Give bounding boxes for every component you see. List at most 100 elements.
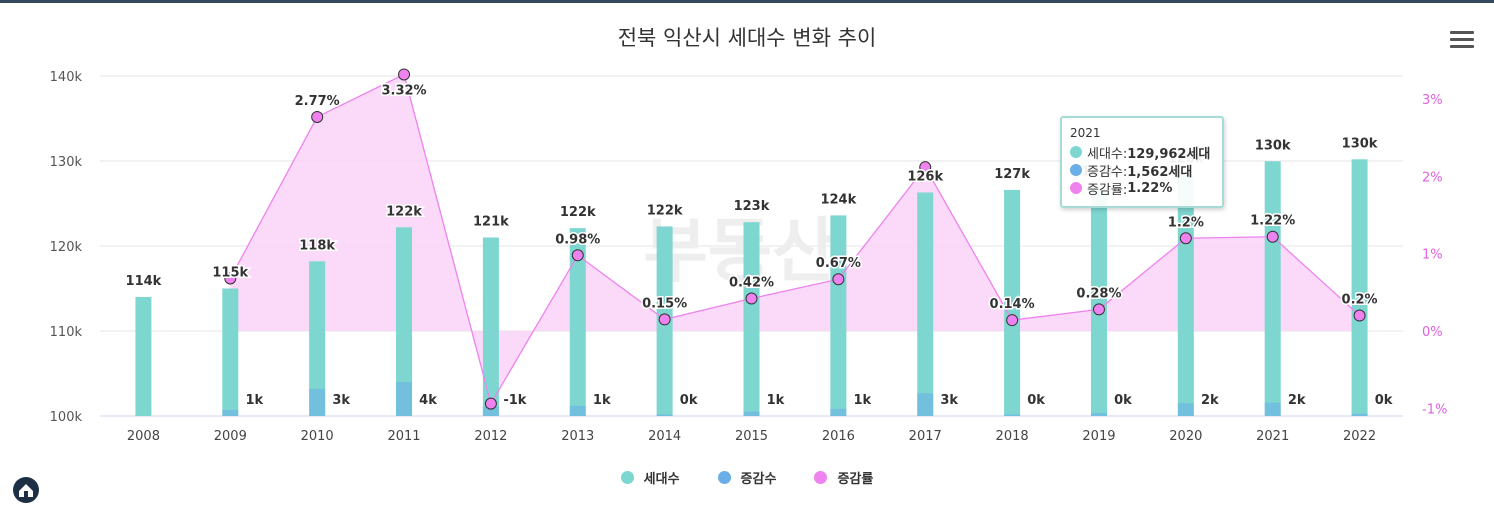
- rate-point: [484, 397, 497, 410]
- rate-data-label: 0.15%: [642, 296, 687, 311]
- y-left-tick-label: 140k: [50, 70, 83, 85]
- change-data-label: 4k: [419, 393, 437, 408]
- change-bar: [309, 388, 326, 416]
- change-data-label: 2k: [1288, 393, 1306, 408]
- change-bar: [830, 408, 847, 416]
- change-bar: [1264, 402, 1281, 416]
- rate-point: [571, 249, 584, 262]
- households-bar: [309, 261, 326, 416]
- hamburger-menu-icon[interactable]: [1450, 31, 1474, 51]
- x-tick-label: 2010: [301, 429, 334, 444]
- rate-point: [1092, 303, 1105, 316]
- x-tick-label: 2015: [735, 429, 768, 444]
- households-bar: [396, 227, 413, 416]
- rate-data-label: 0.28%: [1076, 286, 1121, 301]
- legend-dot-icon: [620, 471, 634, 484]
- change-bar: [743, 411, 760, 416]
- tooltip-row-rate: 증감률: 1.22%: [1070, 179, 1214, 198]
- change-bar: [396, 382, 413, 416]
- households-bar: [917, 192, 934, 416]
- tooltip-value: 129,962세대: [1127, 146, 1211, 162]
- tooltip: 2021 세대수: 129,962세대 증감수: 1,562세대 증감률: 1.…: [1060, 116, 1224, 208]
- change-bar: [1090, 413, 1107, 416]
- tooltip-label: 증감률:: [1087, 182, 1128, 198]
- change-bar: [482, 406, 499, 416]
- rate-data-label: 2.77%: [295, 94, 340, 109]
- rate-point: [919, 161, 932, 174]
- households-data-label: 130k: [1342, 136, 1378, 151]
- households-bar: [1177, 174, 1194, 416]
- data-labels: 114k 115k 118k 122k 121k 122k 122k 123k 124k 126k…: [124, 82, 1394, 410]
- tooltip-label: 증감수:: [1087, 164, 1128, 180]
- households-bar: [743, 222, 760, 416]
- x-tick-label: 2009: [214, 429, 247, 444]
- legend-item-change[interactable]: 증감수: [717, 468, 776, 487]
- y-left-tick-label: 130k: [50, 155, 83, 170]
- rate-data-label: 0.67%: [816, 256, 861, 271]
- tooltip-value: 1.22%: [1127, 180, 1173, 196]
- rate-point: [1266, 230, 1279, 243]
- x-tick-label: 2016: [822, 429, 855, 444]
- change-bar: [1177, 403, 1194, 416]
- rate-data-label: 0.2%: [1342, 293, 1378, 308]
- y-right-tick-label: 1%: [1422, 248, 1443, 263]
- y-right-tick-label: 3%: [1422, 93, 1443, 108]
- x-tick-label: 2022: [1343, 429, 1376, 444]
- x-tick-label: 2014: [648, 429, 681, 444]
- households-data-label: 127k: [994, 167, 1030, 182]
- rate-point: [311, 110, 324, 123]
- households-bar: [1090, 187, 1107, 416]
- rate-data-label: 0.42%: [729, 276, 774, 291]
- rate-point: [398, 68, 411, 81]
- x-tick-label: 2012: [474, 429, 507, 444]
- legend-item-households[interactable]: 세대수: [620, 468, 680, 487]
- y-left-tick-label: 120k: [50, 240, 83, 255]
- rate-data-label: 1.2%: [1168, 215, 1204, 230]
- households-bar: [1264, 161, 1281, 416]
- households-data-label: 122k: [386, 204, 422, 219]
- change-data-label: 0k: [680, 393, 698, 408]
- change-data-label: 0k: [1375, 393, 1393, 408]
- households-dot-icon: [1070, 146, 1082, 158]
- rate-data-label: 3.32%: [381, 83, 426, 98]
- rate-point: [658, 313, 671, 326]
- households-bar: [135, 297, 152, 416]
- x-tick-label: 2021: [1256, 429, 1289, 444]
- households-data-label: 118k: [299, 238, 335, 253]
- rate-point: [832, 273, 845, 286]
- households-bar: [1004, 189, 1021, 416]
- y-left-tick-label: 100k: [50, 410, 83, 425]
- tooltip-row-change: 증감수: 1,562세대: [1070, 161, 1214, 180]
- change-bar: [656, 414, 673, 416]
- change-data-label: 1k: [854, 393, 872, 408]
- x-tick-label: 2020: [1169, 429, 1202, 444]
- x-tick-label: 2018: [996, 429, 1029, 444]
- legend-item-rate[interactable]: 증감률: [814, 468, 873, 487]
- change-data-label: 3k: [940, 393, 958, 408]
- legend: 세대수 증감수 증감률: [0, 468, 1494, 487]
- households-data-label: 126k: [907, 169, 943, 184]
- households-data-label: 124k: [820, 192, 856, 207]
- change-bar: [1351, 413, 1368, 416]
- rate-line-path: [229, 73, 1361, 406]
- x-tick-label: 2019: [1082, 429, 1115, 444]
- tooltip-year: 2021: [1070, 126, 1101, 140]
- rate-point: [1006, 314, 1019, 327]
- change-data-label: 1k: [593, 393, 611, 408]
- rate-data-label: 0.98%: [555, 232, 600, 247]
- tooltip-value: 1,562세대: [1127, 164, 1193, 180]
- rate-data-label: 0.14%: [990, 297, 1035, 312]
- change-data-label: 0k: [1114, 393, 1132, 408]
- change-data-label: 0k: [1027, 393, 1045, 408]
- change-data-label: 3k: [332, 393, 350, 408]
- change-data-label: -1k: [503, 393, 526, 408]
- households-data-label: 114k: [126, 274, 162, 289]
- households-data-label: 115k: [212, 266, 248, 281]
- rate-point: [1179, 232, 1192, 245]
- y-right-tick-label: 0%: [1422, 325, 1443, 340]
- legend-label: 세대수: [643, 472, 680, 487]
- top-rule: [0, 0, 1494, 3]
- rate-area-fill: [230, 74, 1360, 404]
- home-logo-icon[interactable]: [12, 476, 40, 504]
- rate-point: [224, 272, 237, 285]
